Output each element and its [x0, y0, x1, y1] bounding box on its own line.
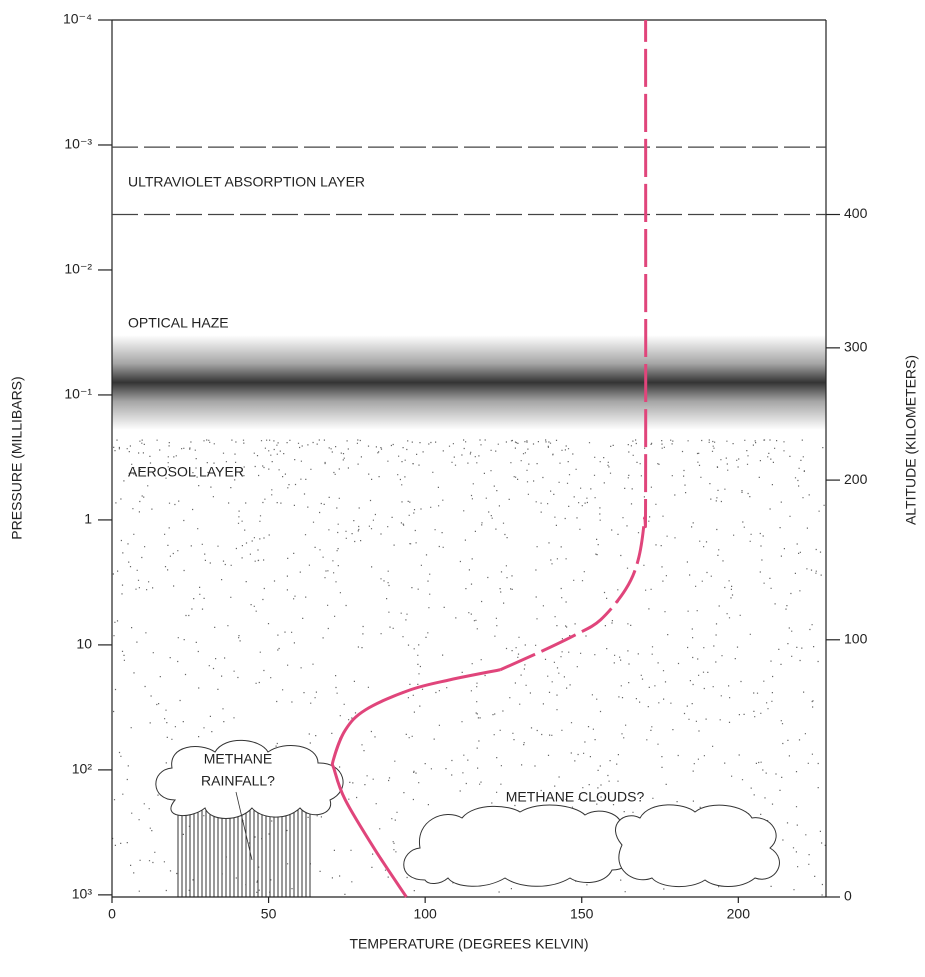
- annotation: METHANE CLOUDS?: [506, 789, 645, 805]
- y-tick-label: 10⁻³: [64, 136, 92, 152]
- y-tick-label: 10³: [72, 886, 93, 902]
- x-tick-label: 100: [413, 906, 437, 922]
- y-tick-label: 10⁻²: [64, 261, 92, 277]
- x-tick-label: 200: [727, 906, 751, 922]
- y2-tick-label: 300: [844, 339, 868, 355]
- x-tick-label: 0: [108, 906, 116, 922]
- chart: TEMPERATURE (DEGREES KELVIN) PRESSURE (M…: [0, 0, 925, 977]
- optical-haze-band: [112, 335, 826, 430]
- y2-tick-label: 0: [844, 888, 852, 904]
- y-tick-label: 10⁻⁴: [63, 11, 92, 27]
- x-axis-title: TEMPERATURE (DEGREES KELVIN): [349, 936, 588, 952]
- y2-tick-label: 400: [844, 205, 868, 221]
- y2-tick-label: 200: [844, 471, 868, 487]
- annotation: METHANE: [204, 751, 272, 767]
- y2-tick-label: 100: [844, 630, 868, 646]
- methane-clouds: [404, 805, 780, 887]
- y-tick-label: 1: [84, 511, 92, 527]
- y-tick-label: 10⁻¹: [64, 386, 92, 402]
- x-tick-label: 150: [570, 906, 594, 922]
- x-tick-label: 50: [261, 906, 277, 922]
- y2-axis-title: ALTITUDE (KILOMETERS): [903, 355, 919, 525]
- y-axis-title: PRESSURE (MILLIBARS): [9, 376, 25, 539]
- annotation: ULTRAVIOLET ABSORPTION LAYER: [128, 174, 365, 190]
- annotation: AEROSOL LAYER: [128, 464, 244, 480]
- annotation: RAINFALL?: [201, 773, 275, 789]
- annotation: OPTICAL HAZE: [128, 315, 229, 331]
- y-tick-label: 10²: [72, 761, 93, 777]
- y-tick-label: 10: [76, 636, 92, 652]
